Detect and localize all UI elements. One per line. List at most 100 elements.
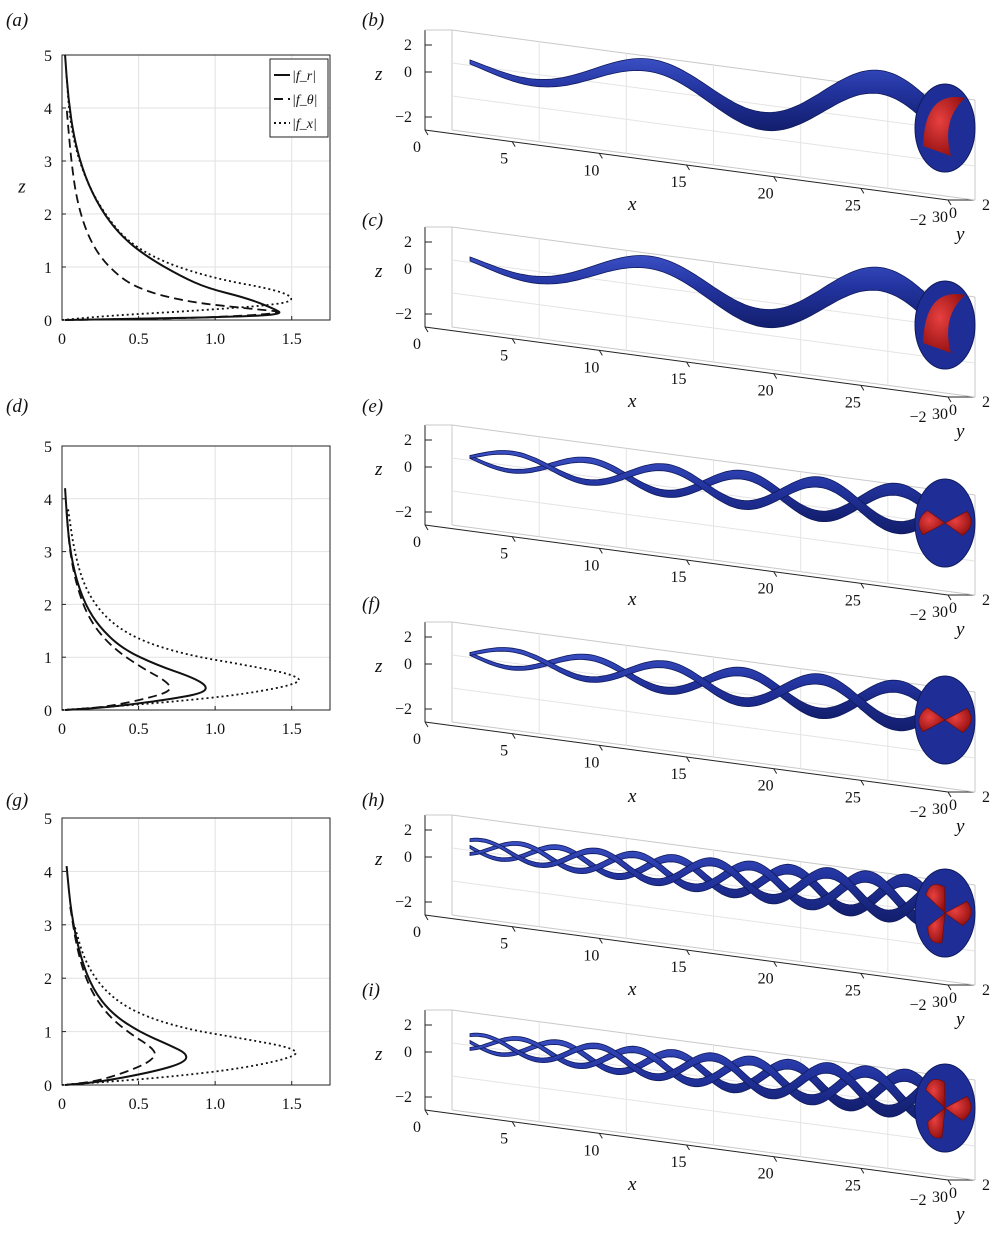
x-axis-label: x bbox=[627, 589, 637, 610]
x-tick-mark bbox=[598, 745, 603, 751]
x-tick-mark bbox=[860, 780, 865, 786]
x-axis-label: x bbox=[627, 1174, 637, 1195]
x-tick-mark bbox=[686, 756, 690, 763]
x-tick-label: 0 bbox=[413, 924, 421, 941]
legend-label: |f_θ| bbox=[292, 93, 317, 108]
x-tick-label: 5 bbox=[500, 348, 508, 365]
x-tick-mark bbox=[773, 961, 778, 967]
x-axis-label: x bbox=[627, 391, 637, 412]
x-tick-label: 5 bbox=[500, 546, 508, 563]
x-tick-mark bbox=[860, 583, 865, 589]
z-axis-label: z bbox=[374, 261, 383, 282]
z-tick-label: 0 bbox=[404, 459, 412, 476]
x-tick-label: 0 bbox=[413, 1119, 421, 1136]
x-tick-label: 10 bbox=[583, 1142, 599, 1159]
x-tick-mark bbox=[947, 396, 952, 403]
panel-label: (d) bbox=[6, 396, 28, 417]
rotor-blade-wake bbox=[927, 1107, 946, 1139]
series-line-solid bbox=[64, 488, 207, 711]
x-tick-label: 25 bbox=[845, 592, 861, 609]
x-tick-label: 15 bbox=[671, 766, 687, 783]
y-tick-label: 0 bbox=[949, 402, 957, 419]
z-tick-label: 5 bbox=[44, 48, 52, 65]
rotor-blade-wake bbox=[944, 1095, 972, 1121]
x-tick-mark bbox=[860, 385, 865, 391]
series-line-dotted bbox=[61, 924, 297, 1086]
z-tick-label: −2 bbox=[395, 701, 412, 718]
y-tick-label: 2 bbox=[982, 982, 990, 999]
x-tick-label: 0 bbox=[58, 331, 66, 348]
x-tick-label: 0.5 bbox=[129, 1096, 149, 1113]
panel-label: (a) bbox=[6, 10, 28, 31]
profile-chart-d: 0 0.5 1.0 1.5 0 1 2 3 4 5 bbox=[44, 439, 331, 738]
x-tick-label: 5 bbox=[500, 151, 508, 168]
x-tick-label: 1.0 bbox=[205, 331, 225, 348]
legend-label: |f_x| bbox=[292, 117, 317, 132]
z-tick-label: 4 bbox=[44, 101, 52, 118]
series-line-dotted bbox=[61, 509, 300, 711]
z-tick-label: 5 bbox=[44, 811, 52, 828]
x-tick-mark bbox=[598, 1133, 603, 1139]
y-tick-label: 2 bbox=[982, 394, 990, 411]
z-tick-label: 1 bbox=[44, 260, 52, 277]
rotor-blade-wake bbox=[927, 912, 946, 944]
x-tick-mark bbox=[947, 984, 952, 991]
z-tick-label: 0 bbox=[44, 313, 52, 330]
helical-vortex-surface bbox=[469, 1036, 936, 1124]
x-tick-label: 30 bbox=[932, 209, 948, 226]
plot-frame bbox=[61, 445, 331, 711]
series-line-dotted bbox=[61, 76, 293, 321]
x-tick-label: 30 bbox=[932, 604, 948, 621]
x-tick-label: 15 bbox=[671, 371, 687, 388]
y-tick-label: −2 bbox=[909, 997, 926, 1014]
z-tick-label: 2 bbox=[44, 207, 52, 224]
rotor-blade-wake bbox=[944, 707, 972, 733]
helical-vortex-surface bbox=[469, 58, 936, 132]
series-line-dashed bbox=[64, 509, 171, 711]
z-tick-label: 2 bbox=[404, 234, 412, 251]
y-tick-label: 0 bbox=[949, 205, 957, 222]
x-tick-mark bbox=[773, 373, 778, 379]
x-tick-mark bbox=[424, 1109, 429, 1116]
x-tick-mark bbox=[598, 548, 603, 554]
x-tick-label: 30 bbox=[932, 1189, 948, 1206]
x-axis-label: x bbox=[627, 194, 637, 215]
x-axis-label: x bbox=[627, 786, 637, 807]
x-tick-mark bbox=[773, 176, 778, 182]
z-tick-label: 3 bbox=[44, 545, 52, 562]
z-axis-label: z bbox=[374, 1044, 383, 1065]
z-tick-label: 0 bbox=[404, 64, 412, 81]
x-tick-mark bbox=[511, 536, 516, 542]
series-line-solid bbox=[64, 54, 281, 321]
x-tick-mark bbox=[773, 571, 778, 577]
x-tick-label: 10 bbox=[583, 557, 599, 574]
panel-label: (g) bbox=[6, 790, 28, 811]
z-tick-label: 2 bbox=[404, 822, 412, 839]
back-grid-line bbox=[451, 687, 976, 759]
rotor-blade-wake bbox=[944, 900, 972, 926]
y-tick-label: −2 bbox=[909, 212, 926, 229]
x-tick-label: 25 bbox=[845, 789, 861, 806]
z-tick-label: 1 bbox=[44, 1025, 52, 1042]
x-tick-mark bbox=[511, 926, 516, 932]
series-line-solid bbox=[64, 865, 188, 1086]
panel-label: (h) bbox=[362, 790, 384, 811]
z-tick-label: 2 bbox=[404, 1017, 412, 1034]
z-tick-label: 0 bbox=[404, 261, 412, 278]
back-grid-line bbox=[451, 490, 976, 562]
z-tick-label: 0 bbox=[404, 1044, 412, 1061]
y-tick-label: −2 bbox=[909, 1192, 926, 1209]
x-tick-mark bbox=[947, 791, 952, 798]
x-tick-label: 15 bbox=[671, 174, 687, 191]
legend-label: |f_r| bbox=[292, 69, 316, 84]
x-tick-mark bbox=[686, 559, 690, 566]
x-tick-label: 1.0 bbox=[205, 1096, 225, 1113]
x-tick-label: 5 bbox=[500, 1131, 508, 1148]
z-axis-label: z bbox=[374, 656, 383, 677]
series-line-dashed bbox=[65, 107, 279, 321]
z-tick-label: −2 bbox=[395, 504, 412, 521]
helical-vortex-surface bbox=[469, 647, 936, 732]
z-tick-label: 2 bbox=[44, 597, 52, 614]
